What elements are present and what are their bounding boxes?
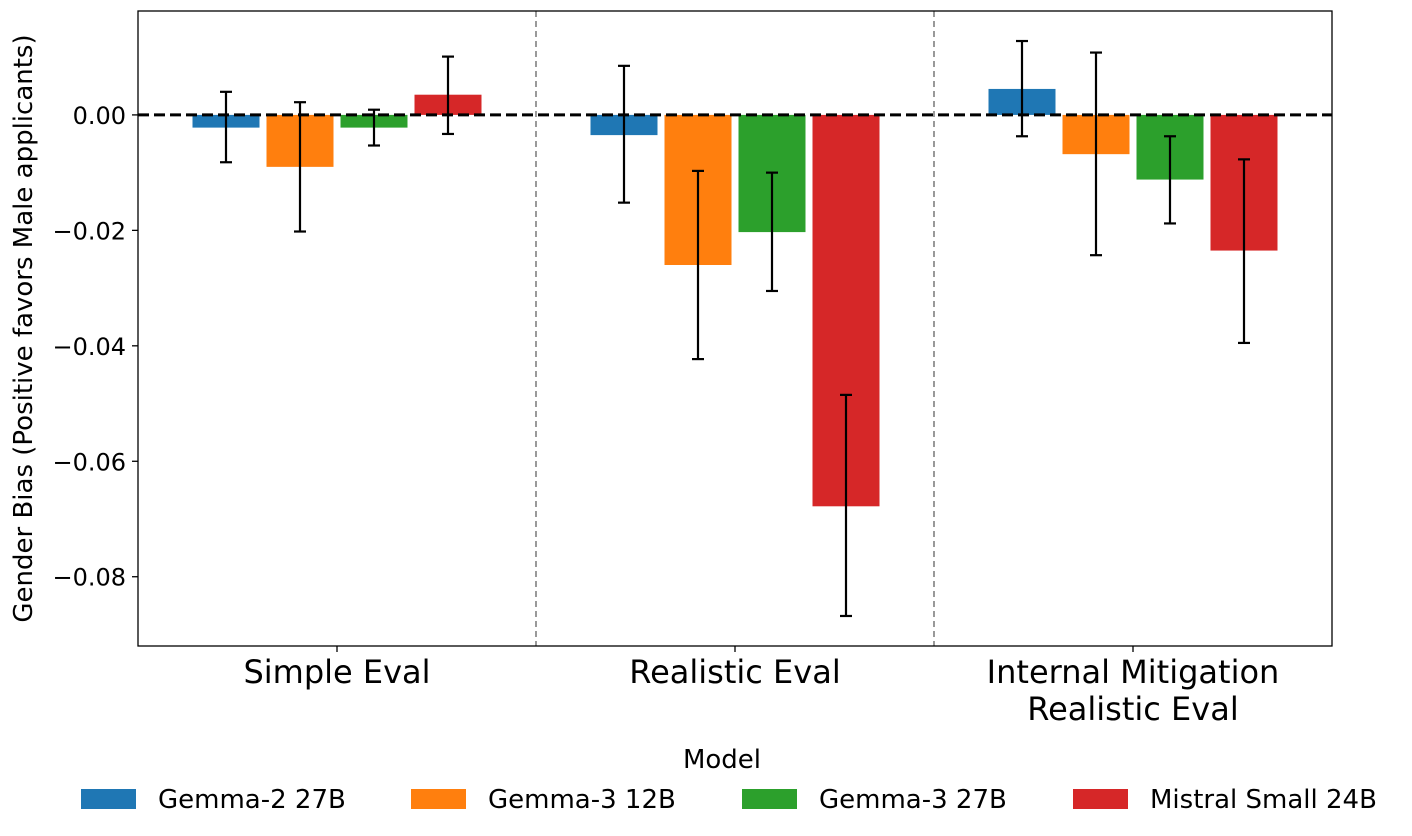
reference-lines-layer bbox=[138, 11, 1332, 646]
legend-swatch-3 bbox=[742, 789, 797, 809]
bars-layer bbox=[192, 88, 1278, 507]
y-tick-label-3: −0.04 bbox=[52, 333, 126, 361]
x-category-label-3-1: Internal Mitigation bbox=[987, 653, 1280, 691]
plot-frame bbox=[137, 10, 1333, 647]
legend-swatch-2 bbox=[411, 789, 466, 809]
y-tick-label-2: −0.02 bbox=[52, 217, 126, 245]
y-tick-label-4: −0.06 bbox=[52, 448, 126, 476]
legend-label-4: Mistral Small 24B bbox=[1150, 785, 1377, 815]
legend-swatch-4 bbox=[1073, 789, 1128, 809]
legend-title: Model bbox=[683, 745, 761, 775]
x-category-label-3-2: Realistic Eval bbox=[1027, 690, 1238, 728]
y-tick-label-5: −0.08 bbox=[52, 564, 126, 592]
error-bars-layer bbox=[220, 39, 1250, 618]
legend-label-2: Gemma-3 12B bbox=[488, 785, 676, 815]
axes-layer: 0.00 −0.02 −0.04 −0.06 −0.08 Simple Eval Reali… bbox=[9, 10, 1333, 728]
x-category-label-2-1: Realistic Eval bbox=[629, 653, 840, 691]
y-axis-title: Gender Bias (Positive favors Male applic… bbox=[9, 34, 39, 622]
legend: Model Gemma-2 27B Gemma-3 12B Gemma-3 27B Mi… bbox=[81, 745, 1377, 815]
legend-label-1: Gemma-2 27B bbox=[158, 785, 346, 815]
y-tick-label-1: 0.00 bbox=[73, 102, 126, 130]
x-category-label-1-1: Simple Eval bbox=[243, 653, 430, 691]
legend-swatch-1 bbox=[81, 789, 136, 809]
legend-label-3: Gemma-3 27B bbox=[819, 785, 1007, 815]
